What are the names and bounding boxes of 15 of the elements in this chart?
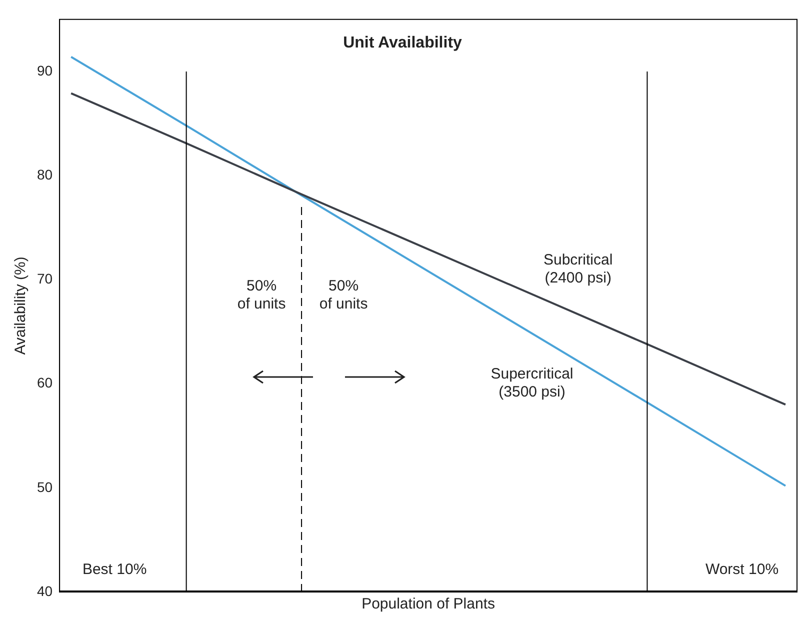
- y-tick-label: 90: [36, 62, 53, 78]
- y-axis-title: Availability (%): [12, 256, 30, 355]
- series-label: Subcritical (2400 psi): [543, 251, 613, 286]
- annotation: 50% of units: [319, 277, 368, 312]
- annotation: Best 10%: [82, 561, 147, 578]
- annotation: 50% of units: [237, 277, 286, 312]
- y-tick-label: 70: [36, 270, 53, 287]
- series-label: Supercritical (3500 psi): [490, 366, 574, 401]
- annotation: Worst 10%: [705, 561, 779, 578]
- y-tick-label: 50: [36, 478, 53, 495]
- x-axis-title: Population of Plants: [362, 595, 496, 612]
- y-tick-label: 80: [36, 166, 53, 182]
- y-tick-label: 40: [36, 582, 53, 599]
- text: Unit Availability: [343, 34, 462, 52]
- y-tick-label: 60: [36, 374, 53, 391]
